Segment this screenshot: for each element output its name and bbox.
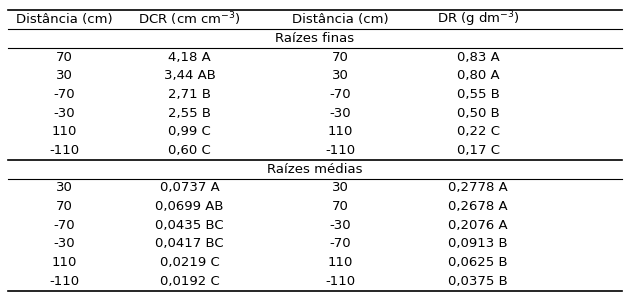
- Text: 70: 70: [331, 200, 348, 213]
- Text: 0,0737 A: 0,0737 A: [159, 182, 219, 194]
- Text: -70: -70: [329, 88, 351, 101]
- Text: 30: 30: [331, 182, 348, 194]
- Text: -30: -30: [54, 107, 75, 119]
- Text: 0,83 A: 0,83 A: [457, 51, 500, 64]
- Text: -30: -30: [54, 237, 75, 250]
- Text: 0,2076 A: 0,2076 A: [449, 219, 508, 232]
- Text: 0,0375 B: 0,0375 B: [448, 275, 508, 288]
- Text: 0,50 B: 0,50 B: [457, 107, 500, 119]
- Text: 70: 70: [55, 51, 72, 64]
- Text: 0,2778 A: 0,2778 A: [448, 182, 508, 194]
- Text: 30: 30: [55, 182, 72, 194]
- Text: 30: 30: [55, 69, 72, 82]
- Text: 0,55 B: 0,55 B: [457, 88, 500, 101]
- Text: 0,99 C: 0,99 C: [168, 125, 211, 138]
- Text: 4,18 A: 4,18 A: [168, 51, 211, 64]
- Text: -110: -110: [325, 144, 355, 157]
- Text: Raízes médias: Raízes médias: [267, 163, 363, 176]
- Text: Raízes finas: Raízes finas: [275, 32, 355, 45]
- Text: 0,80 A: 0,80 A: [457, 69, 500, 82]
- Text: 110: 110: [52, 125, 77, 138]
- Text: Distância (cm): Distância (cm): [292, 13, 389, 26]
- Text: 2,71 B: 2,71 B: [168, 88, 211, 101]
- Text: Distância (cm): Distância (cm): [16, 13, 112, 26]
- Text: -110: -110: [49, 144, 79, 157]
- Text: 0,0417 BC: 0,0417 BC: [155, 237, 224, 250]
- Text: 70: 70: [55, 200, 72, 213]
- Text: 110: 110: [52, 256, 77, 269]
- Text: 0,0913 B: 0,0913 B: [449, 237, 508, 250]
- Text: 110: 110: [328, 125, 353, 138]
- Text: 0,0699 AB: 0,0699 AB: [156, 200, 224, 213]
- Text: 3,44 AB: 3,44 AB: [164, 69, 215, 82]
- Text: -110: -110: [49, 275, 79, 288]
- Text: 0,17 C: 0,17 C: [457, 144, 500, 157]
- Text: 0,0625 B: 0,0625 B: [449, 256, 508, 269]
- Text: DR (g dm$^{-3}$): DR (g dm$^{-3}$): [437, 10, 520, 29]
- Text: -30: -30: [329, 219, 351, 232]
- Text: DCR (cm cm$^{-3}$): DCR (cm cm$^{-3}$): [138, 11, 241, 29]
- Text: -70: -70: [329, 237, 351, 250]
- Text: -30: -30: [329, 107, 351, 119]
- Text: 0,0192 C: 0,0192 C: [159, 275, 219, 288]
- Text: 70: 70: [331, 51, 348, 64]
- Text: 110: 110: [328, 256, 353, 269]
- Text: 0,60 C: 0,60 C: [168, 144, 211, 157]
- Text: 0,22 C: 0,22 C: [457, 125, 500, 138]
- Text: -70: -70: [54, 219, 75, 232]
- Text: 30: 30: [331, 69, 348, 82]
- Text: -70: -70: [54, 88, 75, 101]
- Text: 0,0219 C: 0,0219 C: [159, 256, 219, 269]
- Text: 2,55 B: 2,55 B: [168, 107, 211, 119]
- Text: 0,2678 A: 0,2678 A: [449, 200, 508, 213]
- Text: -110: -110: [325, 275, 355, 288]
- Text: 0,0435 BC: 0,0435 BC: [155, 219, 224, 232]
